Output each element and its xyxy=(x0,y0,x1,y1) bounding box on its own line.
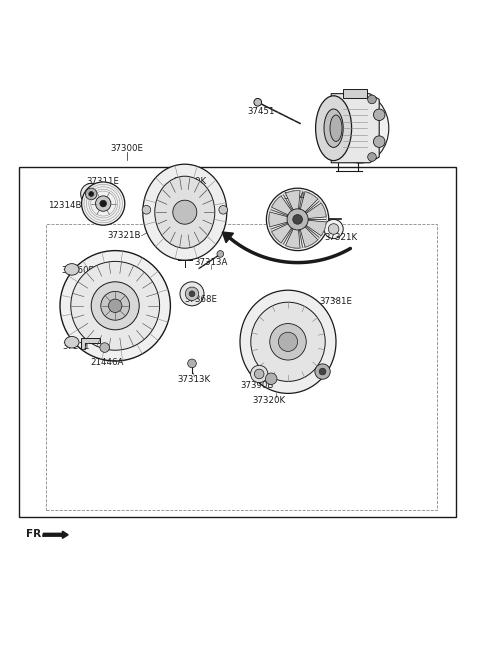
Circle shape xyxy=(368,153,376,161)
Text: 37390B: 37390B xyxy=(240,381,274,390)
Circle shape xyxy=(108,299,122,313)
Text: 37451: 37451 xyxy=(248,107,276,116)
Circle shape xyxy=(373,136,385,148)
Ellipse shape xyxy=(331,94,389,163)
Circle shape xyxy=(89,192,94,196)
Ellipse shape xyxy=(330,115,342,142)
FancyArrow shape xyxy=(222,232,233,242)
Wedge shape xyxy=(272,220,298,243)
Circle shape xyxy=(85,188,97,200)
Wedge shape xyxy=(286,220,300,248)
Wedge shape xyxy=(272,196,298,220)
Ellipse shape xyxy=(60,251,170,361)
Circle shape xyxy=(100,343,109,352)
Wedge shape xyxy=(298,220,318,247)
Ellipse shape xyxy=(65,337,79,348)
Text: 21446A: 21446A xyxy=(90,358,123,367)
Circle shape xyxy=(180,282,204,306)
Bar xyxy=(19,166,456,517)
Circle shape xyxy=(142,205,151,214)
Text: 37340: 37340 xyxy=(284,192,312,201)
Wedge shape xyxy=(298,220,326,236)
Text: 37360E: 37360E xyxy=(62,266,95,275)
Ellipse shape xyxy=(71,261,159,350)
Circle shape xyxy=(324,220,343,239)
Circle shape xyxy=(254,98,262,106)
Circle shape xyxy=(96,196,111,211)
Text: 37300E: 37300E xyxy=(111,144,144,153)
Circle shape xyxy=(254,369,264,379)
Circle shape xyxy=(82,182,125,225)
Text: 37313K: 37313K xyxy=(178,375,211,384)
Ellipse shape xyxy=(91,282,139,330)
Text: 37320K: 37320K xyxy=(252,396,286,406)
Text: 37368E: 37368E xyxy=(184,294,217,304)
Wedge shape xyxy=(286,190,300,220)
Text: 37321K: 37321K xyxy=(324,233,358,242)
Wedge shape xyxy=(298,203,326,220)
Wedge shape xyxy=(298,192,318,220)
Circle shape xyxy=(188,359,196,368)
Circle shape xyxy=(270,324,306,360)
Ellipse shape xyxy=(101,291,130,320)
Circle shape xyxy=(278,332,298,352)
Circle shape xyxy=(81,183,102,205)
Circle shape xyxy=(265,373,277,385)
Ellipse shape xyxy=(316,96,351,161)
Circle shape xyxy=(293,214,302,224)
Ellipse shape xyxy=(155,176,215,248)
Ellipse shape xyxy=(143,164,227,260)
Bar xyxy=(343,89,367,98)
Circle shape xyxy=(287,209,308,230)
Circle shape xyxy=(185,287,199,300)
Polygon shape xyxy=(331,94,379,162)
Ellipse shape xyxy=(240,290,336,393)
Ellipse shape xyxy=(324,109,343,148)
FancyArrow shape xyxy=(43,531,68,538)
Circle shape xyxy=(315,364,330,379)
Circle shape xyxy=(173,200,197,224)
Bar xyxy=(46,224,437,510)
Wedge shape xyxy=(269,212,298,227)
Text: FR.: FR. xyxy=(26,529,46,539)
Text: 37330K: 37330K xyxy=(173,177,206,186)
Circle shape xyxy=(217,251,224,257)
Text: 37211: 37211 xyxy=(62,342,90,350)
Polygon shape xyxy=(81,338,100,349)
Circle shape xyxy=(100,200,107,207)
Circle shape xyxy=(219,205,228,214)
Text: 12314B: 12314B xyxy=(48,202,82,211)
Circle shape xyxy=(328,224,339,234)
Ellipse shape xyxy=(251,302,325,382)
Text: 37321B: 37321B xyxy=(107,231,141,240)
Ellipse shape xyxy=(65,264,79,275)
Circle shape xyxy=(373,109,385,120)
Text: 37311E: 37311E xyxy=(87,177,120,187)
Text: 37313A: 37313A xyxy=(194,258,228,267)
Circle shape xyxy=(319,368,326,375)
Ellipse shape xyxy=(266,188,329,251)
Circle shape xyxy=(251,365,268,383)
Circle shape xyxy=(189,291,195,296)
Circle shape xyxy=(368,95,376,104)
Text: 37381E: 37381E xyxy=(320,298,352,306)
